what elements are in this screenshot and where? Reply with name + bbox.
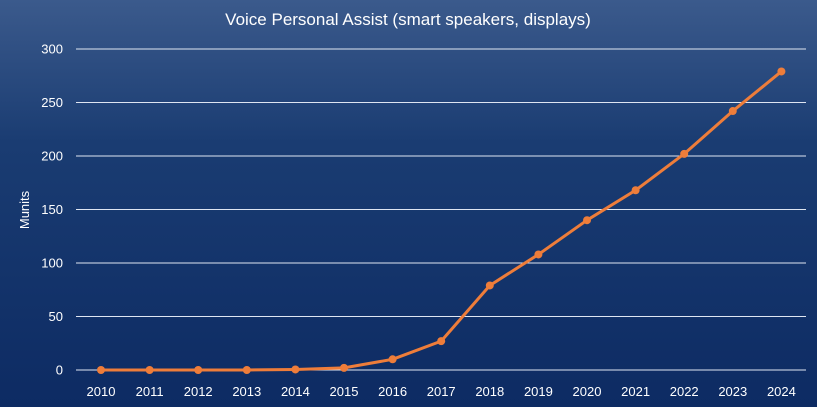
data-point — [437, 337, 446, 346]
series-group — [97, 67, 786, 374]
x-tick-label: 2021 — [621, 384, 650, 399]
x-tick-label: 2019 — [524, 384, 553, 399]
y-tick-label: 250 — [41, 95, 63, 110]
y-tick-label: 200 — [41, 149, 63, 164]
x-tick-label: 2023 — [718, 384, 747, 399]
x-tick-label: 2020 — [573, 384, 602, 399]
data-point — [242, 366, 251, 374]
x-tick-label: 2012 — [184, 384, 213, 399]
data-point — [291, 365, 300, 374]
data-point — [728, 107, 737, 116]
x-tick-label: 2011 — [136, 384, 164, 399]
series-line — [99, 69, 783, 372]
y-axis: 0 50 100 150 200 250 300 — [41, 42, 63, 378]
data-point — [534, 250, 543, 259]
x-tick-label: 2016 — [378, 384, 407, 399]
chart-title: Voice Personal Assist (smart speakers, d… — [225, 10, 591, 29]
y-tick-label: 50 — [49, 309, 63, 324]
data-point — [194, 366, 203, 374]
y-axis-label: Munits — [17, 190, 32, 229]
data-point — [388, 355, 397, 364]
x-tick-label: 2022 — [670, 384, 699, 399]
data-point — [777, 67, 786, 76]
x-tick-label: 2017 — [427, 384, 456, 399]
data-point — [145, 366, 154, 374]
y-tick-label: 100 — [41, 256, 63, 271]
y-tick-label: 150 — [41, 202, 63, 217]
data-point — [583, 216, 591, 225]
y-tick-label: 0 — [56, 363, 63, 378]
y-tick-label: 300 — [41, 42, 63, 57]
x-tick-label: 2024 — [767, 384, 796, 399]
gridlines — [76, 48, 806, 371]
data-point — [340, 363, 348, 372]
x-tick-label: 2013 — [232, 384, 261, 399]
data-point — [97, 366, 105, 374]
data-point — [631, 186, 640, 195]
x-axis: 2010 2011 2012 2013 2014 2015 2016 2017 2018 2019… — [87, 384, 796, 399]
x-tick-label: 2015 — [330, 384, 359, 399]
data-point — [485, 281, 494, 290]
data-point — [680, 149, 689, 158]
x-tick-label: 2018 — [475, 384, 504, 399]
x-tick-label: 2010 — [87, 384, 116, 399]
x-tick-label: 2014 — [281, 384, 310, 399]
